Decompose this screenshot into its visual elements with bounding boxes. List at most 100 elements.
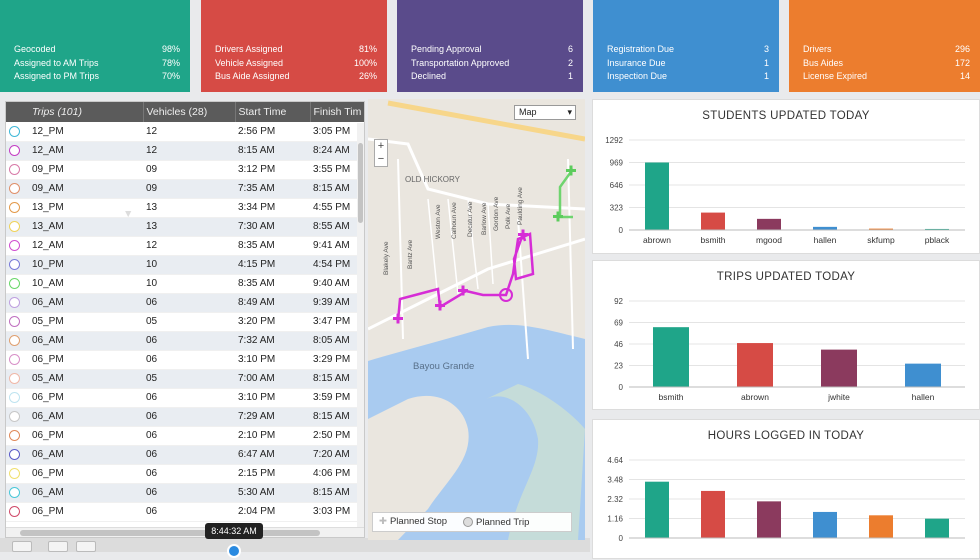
- finish-time-cell: 4:55 PM: [310, 198, 364, 218]
- table-row[interactable]: 06_PM 06 3:10 PM 3:59 PM: [6, 388, 364, 408]
- horizontal-scrollbar[interactable]: [6, 527, 364, 537]
- bar[interactable]: [869, 515, 893, 538]
- table-row[interactable]: 10_AM 10 8:35 AM 9:40 AM: [6, 274, 364, 294]
- bar[interactable]: [813, 511, 837, 538]
- table-row[interactable]: 06_AM 06 6:47 AM 7:20 AM: [6, 445, 364, 465]
- trip-color-icon: [9, 334, 20, 346]
- vertical-scrollbar[interactable]: [357, 123, 364, 527]
- trip-color-icon: [9, 144, 20, 156]
- trips-table: Trips (101) ▼ Vehicles (28) Start Time Fi…: [6, 102, 364, 522]
- table-row[interactable]: 05_PM 05 3:20 PM 3:47 PM: [6, 312, 364, 332]
- finish-time-column-header[interactable]: Finish Tim: [310, 102, 364, 122]
- finish-time-cell: 8:24 AM: [310, 141, 364, 161]
- trip-cell: 06_AM: [6, 293, 143, 313]
- vehicles-column-header[interactable]: Vehicles (28): [143, 102, 236, 122]
- tile-approvals[interactable]: Pending Approval 6 Transportation Approve…: [397, 0, 583, 92]
- table-row[interactable]: 12_PM 12 2:56 PM 3:05 PM: [6, 122, 364, 142]
- toolbar-button[interactable]: [48, 541, 68, 552]
- finish-time-cell: 9:39 AM: [310, 293, 364, 313]
- table-row[interactable]: 13_AM 13 7:30 AM 8:55 AM: [6, 217, 364, 237]
- trip-name: 06_PM: [32, 506, 64, 518]
- bar[interactable]: [645, 481, 669, 538]
- toolbar-button[interactable]: [76, 541, 96, 552]
- tile-value: 100%: [353, 57, 377, 68]
- timeline-slider-handle[interactable]: [227, 544, 241, 558]
- route-map[interactable]: OLD HICKORY Bayou Grande Weston Ave Calh…: [368, 99, 585, 540]
- legend-planned-stop: Planned Stop: [389, 516, 448, 528]
- trip-name: 06_PM: [32, 430, 64, 442]
- table-row[interactable]: 06_AM 06 7:32 AM 8:05 AM: [6, 331, 364, 351]
- tile-geocoded[interactable]: Geocoded 98% Assigned to AM Trips 78% Assi…: [0, 0, 190, 92]
- x-tick-label: abrown: [741, 392, 769, 402]
- finish-time-cell: 3:05 PM: [310, 122, 364, 142]
- trip-color-icon: [9, 429, 20, 441]
- bar[interactable]: [905, 363, 941, 387]
- table-row[interactable]: 09_AM 09 7:35 AM 8:15 AM: [6, 179, 364, 199]
- zoom-out-icon[interactable]: −: [377, 153, 385, 165]
- bar[interactable]: [653, 327, 689, 387]
- start-time-cell: 8:35 AM: [235, 274, 310, 294]
- map-type-select[interactable]: Map ▾: [514, 105, 576, 120]
- table-row[interactable]: 06_PM 06 2:10 PM 2:50 PM: [6, 426, 364, 446]
- table-row[interactable]: 06_AM 06 8:49 AM 9:39 AM: [6, 293, 364, 313]
- finish-time-cell: 8:05 AM: [310, 331, 364, 351]
- table-row[interactable]: 09_PM 09 3:12 PM 3:55 PM: [6, 160, 364, 180]
- legend-planned-trip: Planned Trip: [476, 516, 530, 528]
- bar[interactable]: [821, 349, 857, 387]
- trip-color-icon: [9, 486, 20, 498]
- bar[interactable]: [813, 226, 837, 230]
- start-time-cell: 3:34 PM: [235, 198, 310, 218]
- start-time-column-header[interactable]: Start Time: [235, 102, 311, 122]
- trip-cell: 12_PM: [6, 122, 143, 142]
- trips-column-header[interactable]: Trips (101) ▼: [6, 102, 144, 220]
- bar[interactable]: [701, 212, 725, 230]
- tile-drivers-assigned[interactable]: Drivers Assigned 81% Vehicle Assigned 100%…: [201, 0, 387, 92]
- map-zoom-control[interactable]: + −: [374, 139, 388, 167]
- trip-color-icon: [9, 296, 20, 308]
- bar[interactable]: [701, 490, 725, 538]
- table-row[interactable]: 06_AM 06 7:29 AM 8:15 AM: [6, 407, 364, 427]
- chart-card-students: STUDENTS UPDATED TODAY 0 323 646 969 1292 abr…: [592, 99, 980, 254]
- zoom-in-icon[interactable]: +: [377, 140, 385, 152]
- table-row[interactable]: 06_AM 06 5:30 AM 8:15 AM: [6, 483, 364, 503]
- trip-name: 06_PM: [32, 392, 64, 404]
- table-row[interactable]: 13_PM 13 3:34 PM 4:55 PM: [6, 198, 364, 218]
- table-row[interactable]: 06_PM 06 3:10 PM 3:29 PM: [6, 350, 364, 370]
- tile-label: Inspection Due: [607, 71, 668, 81]
- trips-chart: 0 23 46 69 92 bsmith abrown jwhite hallen: [614, 297, 965, 402]
- trip-color-icon: [9, 410, 20, 422]
- start-time-cell: 3:10 PM: [235, 350, 310, 370]
- timeline-time: 8:44:32 AM: [205, 523, 263, 539]
- tile-value: 6: [567, 44, 573, 54]
- vehicle-cell: 06: [143, 388, 235, 408]
- vehicle-cell: 06: [143, 407, 235, 427]
- bar[interactable]: [757, 218, 781, 230]
- vehicle-cell: 06: [143, 331, 235, 351]
- bar[interactable]: [645, 162, 669, 231]
- table-row[interactable]: 12_AM 12 8:15 AM 8:24 AM: [6, 141, 364, 161]
- toolbar-button[interactable]: [12, 541, 32, 552]
- y-tick-label: 969: [610, 159, 624, 168]
- finish-time-cell: 4:06 PM: [310, 464, 364, 484]
- chart-card-hours: HOURS LOGGED IN TODAY 0 1.16 2.32 3.48 4.64: [592, 419, 980, 559]
- trip-name: 06_PM: [32, 354, 64, 366]
- start-time-cell: 2:56 PM: [235, 122, 310, 142]
- bar[interactable]: [869, 228, 893, 231]
- bar[interactable]: [757, 501, 781, 538]
- bar[interactable]: [925, 518, 949, 538]
- tile-value: 1: [763, 71, 769, 81]
- tile-value: 296: [954, 44, 970, 54]
- tile-registration[interactable]: Registration Due 3 Insurance Due 1 Inspect…: [593, 0, 779, 92]
- tile-drivers[interactable]: Drivers 296 Bus Aides 172 License Expired 1…: [789, 0, 980, 92]
- table-row[interactable]: 10_PM 10 4:15 PM 4:54 PM: [6, 255, 364, 275]
- table-row[interactable]: 06_PM 06 2:04 PM 3:03 PM: [6, 502, 364, 522]
- tile-label: Pending Approval: [411, 44, 482, 54]
- tile-label: Registration Due: [607, 44, 675, 54]
- bar[interactable]: [737, 343, 773, 387]
- table-row[interactable]: 05_AM 05 7:00 AM 8:15 AM: [6, 369, 364, 389]
- trip-cell: 06_AM: [6, 407, 143, 427]
- start-time-cell: 5:30 AM: [235, 483, 310, 503]
- map-label-street: Polk Ave: [505, 203, 512, 229]
- table-row[interactable]: 12_AM 12 8:35 AM 9:41 AM: [6, 236, 364, 256]
- table-row[interactable]: 06_PM 06 2:15 PM 4:06 PM: [6, 464, 364, 484]
